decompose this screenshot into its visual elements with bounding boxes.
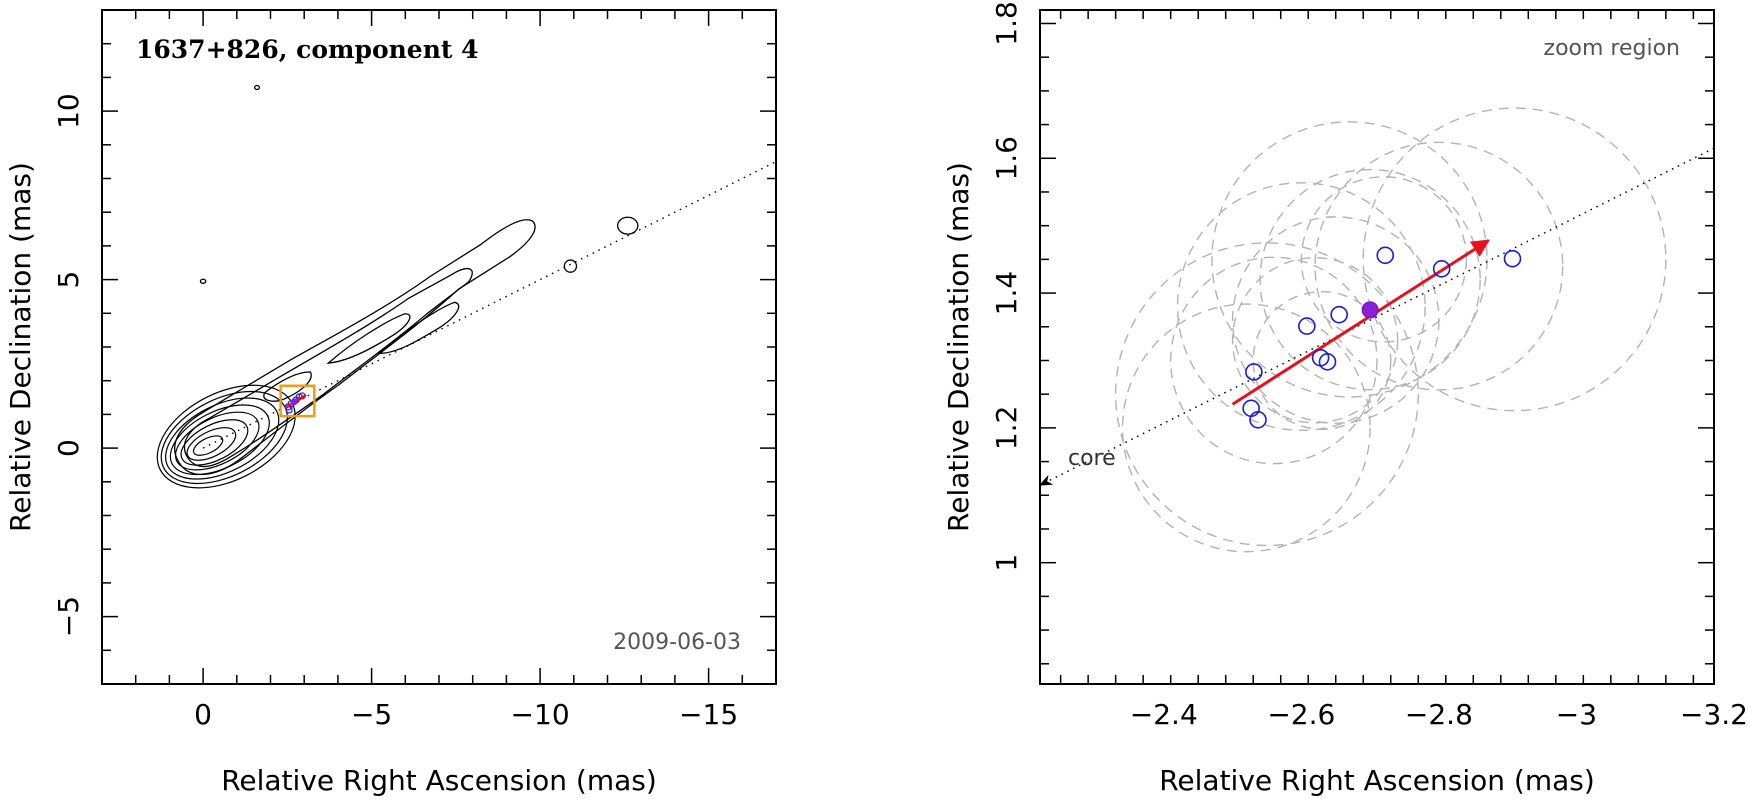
right-plot-area (1040, 107, 1714, 553)
y-tick-label: 1.8 (990, 1, 1023, 46)
left-x-tick-labels: 0 −5 −10 −15 (194, 698, 738, 731)
contour-group (156, 219, 536, 489)
x-tick-label: −5 (351, 698, 392, 731)
uncertainty-circle (1114, 242, 1419, 547)
left-date-label: 2009-06-03 (613, 630, 741, 655)
jet-axis-dotted-line (202, 161, 776, 449)
uncertainty-circle (1231, 216, 1440, 424)
right-y-tick-labels: 1 1.2 1.4 1.6 1.8 (990, 1, 1023, 571)
motion-vector (1231, 239, 1490, 406)
jet-axis-dotted-line (1040, 147, 1714, 486)
uncertainty-circle (1121, 303, 1371, 553)
mean-position (1361, 301, 1379, 319)
marker-mean (290, 398, 298, 406)
core-contour (165, 397, 280, 480)
position-point (1249, 410, 1267, 429)
contour-outer (174, 219, 536, 476)
core-contour (180, 419, 249, 466)
x-tick-label: −3.2 (1680, 698, 1748, 731)
small-component (563, 259, 578, 273)
uncertainty-circle (1176, 182, 1426, 432)
uncertainty-circles (1114, 107, 1667, 553)
mean-position-point (1361, 301, 1379, 319)
position-point (1318, 353, 1337, 371)
position-point (1432, 260, 1451, 278)
core-contour (186, 427, 237, 461)
small-components (199, 84, 639, 284)
uncertainty-circle (1169, 256, 1378, 465)
right-panel-zoom-region: −2.4 −2.6 −2.8 −3 −3.2 1 1.2 1.4 1.6 1.8 zoom re… (942, 1, 1748, 797)
core-contour (169, 404, 270, 476)
marker-point (285, 406, 293, 414)
y-tick-label: −5 (52, 596, 85, 637)
position-point (1242, 399, 1260, 418)
left-x-axis-label: Relative Right Ascension (mas) (221, 764, 657, 797)
x-tick-label: −2.8 (1405, 698, 1473, 731)
zoom-region-label: zoom region (1544, 36, 1680, 61)
core-contour (174, 411, 260, 471)
right-y-axis-label: Relative Declination (mas) (942, 162, 975, 532)
x-tick-label: 0 (194, 698, 212, 731)
position-point (1330, 305, 1348, 324)
small-component (616, 216, 639, 235)
y-tick-label: 10 (52, 93, 85, 129)
x-tick-label: −3 (1556, 698, 1597, 731)
position-point (1298, 317, 1316, 335)
component-marker (284, 392, 307, 414)
right-axis-ticks (1040, 10, 1714, 684)
left-plot-area (156, 84, 776, 489)
left-panel-contour-map: 0 −5 −10 −15 −5 0 5 10 1637+826, component 4 2… (4, 9, 777, 797)
x-tick-label: −2.6 (1267, 698, 1335, 731)
contour-knot (326, 313, 411, 364)
core-contour (192, 435, 224, 456)
right-jet-axis-line (1040, 147, 1714, 486)
core-direction-label: core (1068, 446, 1116, 471)
right-x-tick-labels: −2.4 −2.6 −2.8 −3 −3.2 (1130, 698, 1748, 731)
uncertainty-circle (1259, 168, 1481, 391)
y-tick-label: 1 (990, 554, 1023, 572)
uncertainty-circle (1252, 291, 1392, 430)
uncertainty-circle (1300, 176, 1468, 343)
jet-contours (156, 219, 536, 489)
left-jet-axis-line (202, 161, 776, 449)
position-points (1242, 246, 1522, 429)
left-axis-ticks (102, 10, 776, 684)
x-tick-label: −10 (511, 698, 570, 731)
right-x-axis-label: Relative Right Ascension (mas) (1159, 764, 1595, 797)
uncertainty-circle (1231, 257, 1399, 424)
y-tick-label: 5 (52, 271, 85, 289)
motion-vector-arrow (1231, 239, 1490, 406)
y-tick-label: 0 (52, 439, 85, 457)
position-point (1376, 246, 1395, 265)
contour-knot-lower (377, 301, 460, 354)
position-point (1503, 249, 1522, 268)
y-tick-label: 1.2 (990, 406, 1023, 451)
left-y-axis-label: Relative Declination (mas) (4, 162, 37, 532)
position-point (1245, 363, 1263, 381)
y-tick-label: 1.4 (990, 271, 1023, 316)
x-tick-label: −15 (679, 698, 738, 731)
x-tick-label: −2.4 (1130, 698, 1198, 731)
uncertainty-circle (1314, 141, 1564, 391)
y-tick-label: 1.6 (990, 136, 1023, 181)
uncertainty-circle (1362, 107, 1667, 412)
left-plot-frame (101, 9, 777, 685)
core-contour (160, 390, 288, 485)
contour-component (263, 371, 312, 402)
zoom-box (279, 384, 316, 418)
contour-mid (183, 267, 473, 468)
small-component (254, 84, 261, 91)
small-component (199, 278, 207, 284)
left-y-tick-labels: −5 0 5 10 (52, 93, 85, 637)
uncertainty-circle (1211, 121, 1488, 398)
zoom-region-box (279, 384, 316, 418)
left-chart-title: 1637+826, component 4 (136, 35, 479, 64)
right-plot-frame (1039, 9, 1715, 685)
